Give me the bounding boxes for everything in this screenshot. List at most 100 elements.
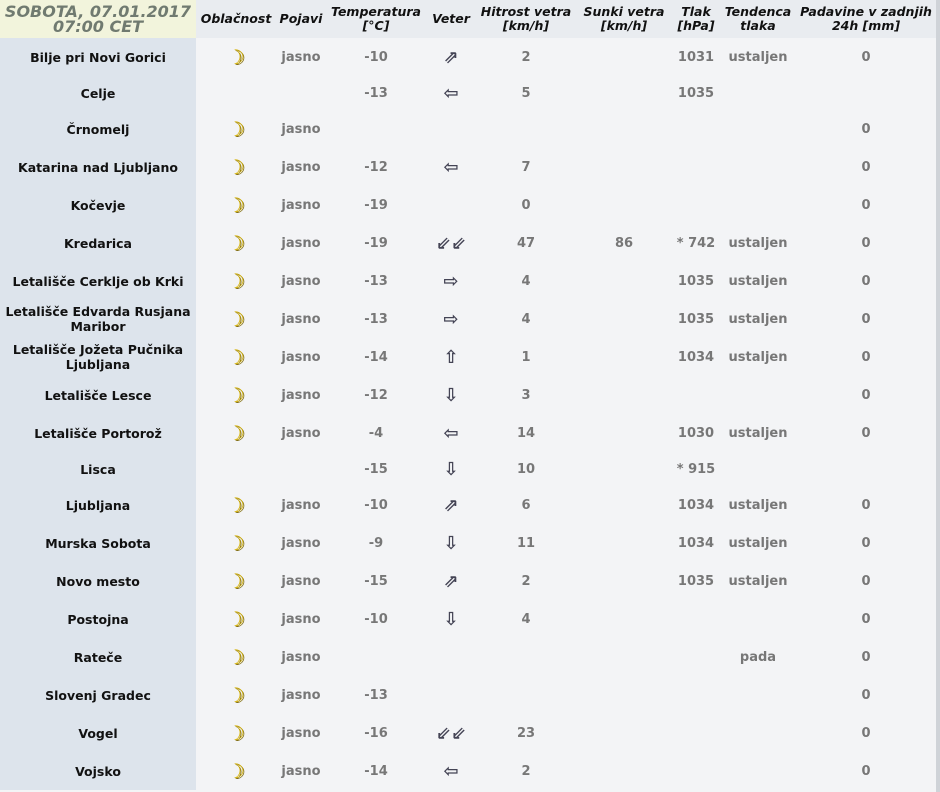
precipitation-value: 0: [861, 497, 871, 513]
station-name[interactable]: Letališče Cerklje ob Krki: [0, 262, 196, 300]
station-name-value: Vogel: [78, 725, 118, 741]
pressure: 1035: [672, 562, 720, 600]
station-name[interactable]: Vogel: [0, 714, 196, 752]
table-row: Vojsko ☽ jasno -14 ⇦ 2 0: [0, 752, 936, 790]
phenomena: jasno: [276, 486, 326, 524]
cloud-cell: ☽: [196, 148, 276, 186]
moon-icon: ☽: [227, 683, 245, 707]
time: 07:00 CET: [52, 17, 144, 36]
temperature: -9: [326, 524, 426, 562]
cloud-cell: ☽: [196, 524, 276, 562]
station-name[interactable]: Letališče Jožeta Pučnika Ljubljana: [0, 338, 196, 376]
precipitation: 0: [796, 110, 936, 148]
wind-gust: [576, 148, 672, 186]
wind-speed-value: 4: [521, 611, 531, 627]
station-name[interactable]: Lisca: [0, 452, 196, 486]
pressure-trend: ustaljen: [720, 262, 796, 300]
wind-speed: 2: [476, 752, 576, 790]
table-row: Ljubljana ☽ jasno -10 ⇗ 6 1034 ustaljen 0: [0, 486, 936, 524]
wind-gust-value: 86: [614, 235, 634, 251]
pressure-trend: ustaljen: [720, 338, 796, 376]
station-name[interactable]: Murska Sobota: [0, 524, 196, 562]
wind-direction-icon: ⇗: [426, 38, 476, 76]
temperature: -10: [326, 486, 426, 524]
wind-direction-icon-value: ⇙⇙: [435, 722, 467, 744]
wind-direction-icon-value: ⇦: [443, 760, 459, 782]
moon-icon: ☽: [227, 383, 245, 407]
wind-direction-icon-value: ⇙⇙: [435, 232, 467, 254]
temperature: -13: [326, 76, 426, 110]
precipitation-value: 0: [861, 535, 871, 551]
table-row: Katarina nad Ljubljano ☽ jasno -12 ⇦ 7 0: [0, 148, 936, 186]
wind-speed: 14: [476, 414, 576, 452]
moon-icon: ☽: [227, 345, 245, 369]
pressure: 1031: [672, 38, 720, 76]
temperature: -10: [326, 600, 426, 638]
station-name[interactable]: Bilje pri Novi Gorici: [0, 38, 196, 76]
phenomena-value: jasno: [281, 311, 321, 327]
pressure-trend: [720, 714, 796, 752]
temperature: -19: [326, 224, 426, 262]
precipitation-value: 0: [861, 349, 871, 365]
station-name[interactable]: Letališče Edvarda Rusjana Maribor: [0, 300, 196, 338]
moon-icon: ☽: [227, 155, 245, 179]
pressure-trend: [720, 452, 796, 486]
table-row: Postojna ☽ jasno -10 ⇩ 4 0: [0, 600, 936, 638]
col-temp: Temperatura [°C]: [326, 0, 426, 38]
phenomena-value: jasno: [281, 159, 321, 175]
station-name[interactable]: Novo mesto: [0, 562, 196, 600]
pressure-value: * 742: [676, 235, 716, 251]
wind-direction-icon: [426, 186, 476, 224]
station-name[interactable]: Celje: [0, 76, 196, 110]
station-name[interactable]: Postojna: [0, 600, 196, 638]
station-name[interactable]: Slovenj Gradec: [0, 676, 196, 714]
pressure: 1034: [672, 486, 720, 524]
pressure: 1035: [672, 262, 720, 300]
table-row: Črnomelj ☽ jasno 0: [0, 110, 936, 148]
temperature: -15: [326, 562, 426, 600]
wind-direction-icon: ⇦: [426, 148, 476, 186]
phenomena-value: jasno: [281, 535, 321, 551]
pressure-trend: ustaljen: [720, 562, 796, 600]
wind-speed-value: 10: [516, 461, 536, 477]
station-name-value: Rateče: [73, 649, 123, 665]
pressure-value: 1034: [677, 349, 715, 365]
station-name[interactable]: Kočevje: [0, 186, 196, 224]
station-name[interactable]: Katarina nad Ljubljano: [0, 148, 196, 186]
wind-speed: 23: [476, 714, 576, 752]
moon-icon: ☽: [227, 569, 245, 593]
wind-direction-icon: ⇨: [426, 300, 476, 338]
station-name[interactable]: Črnomelj: [0, 110, 196, 148]
temperature-value: -14: [364, 349, 388, 365]
pressure-value: * 915: [676, 461, 716, 477]
phenomena: jasno: [276, 752, 326, 790]
station-name[interactable]: Letališče Lesce: [0, 376, 196, 414]
moon-icon: ☽: [227, 231, 245, 255]
moon-icon: ☽: [227, 307, 245, 331]
pressure-trend-value: ustaljen: [728, 273, 788, 289]
wind-direction-icon-value: ⇗: [443, 494, 459, 516]
wind-direction-icon-value: ⇩: [443, 532, 459, 554]
precipitation: 0: [796, 376, 936, 414]
station-name[interactable]: Rateče: [0, 638, 196, 676]
wind-gust: 86: [576, 224, 672, 262]
station-name[interactable]: Vojsko: [0, 752, 196, 790]
scrollbar[interactable]: [936, 0, 940, 792]
temperature: [326, 110, 426, 148]
station-name[interactable]: Kredarica: [0, 224, 196, 262]
station-name-value: Kredarica: [63, 235, 132, 251]
pressure-value: 1034: [677, 535, 715, 551]
pressure-trend-value: pada: [739, 649, 777, 665]
station-name-value: Letališče Lesce: [44, 387, 152, 403]
station-name[interactable]: Letališče Portorož: [0, 414, 196, 452]
precipitation: 0: [796, 148, 936, 186]
wind-direction-icon: ⇩: [426, 524, 476, 562]
wind-speed: 4: [476, 300, 576, 338]
phenomena-value: jasno: [281, 725, 321, 741]
station-name-value: Letališče Edvarda Rusjana Maribor: [5, 304, 191, 334]
station-name[interactable]: Ljubljana: [0, 486, 196, 524]
precipitation-value: 0: [861, 197, 871, 213]
precipitation: 0: [796, 262, 936, 300]
table-row: Vogel ☽ jasno -16 ⇙⇙ 23 0: [0, 714, 936, 752]
